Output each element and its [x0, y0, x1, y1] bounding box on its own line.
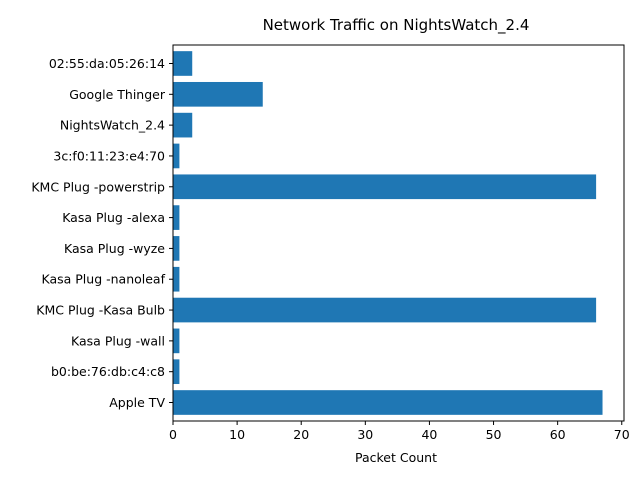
bar-6: [173, 236, 180, 261]
plot-frame: [172, 44, 625, 422]
y-axis-ticks: 02:55:da:05:26:14 Google Thinger NightsWat…: [31, 56, 173, 410]
y-tick-label-0: 02:55:da:05:26:14: [49, 56, 165, 71]
axes-frame: [172, 44, 625, 422]
y-tick-label-7: Kasa Plug -nanoleaf: [41, 272, 165, 287]
y-tick-label-4: KMC Plug -powerstrip: [31, 179, 165, 194]
bars-group: [173, 51, 603, 415]
bar-7: [173, 266, 180, 292]
bar-4: [173, 174, 597, 200]
y-tick-label-1: Google Thinger: [69, 87, 166, 102]
bar-10: [173, 359, 180, 385]
x-tick-label-4: 40: [421, 427, 437, 442]
chart-title: Network Traffic on NightsWatch_2.4: [263, 16, 530, 35]
y-tick-label-9: Kasa Plug -wall: [71, 333, 165, 348]
x-tick-label-3: 30: [357, 427, 373, 442]
bar-9: [173, 328, 180, 354]
x-tick-label-7: 70: [614, 427, 630, 442]
y-tick-label-11: Apple TV: [109, 395, 165, 410]
bar-3: [173, 143, 180, 169]
x-axis-ticks: 0 10 20 30 40 50 60 70: [169, 421, 630, 442]
bar-11: [173, 390, 603, 415]
y-tick-label-8: KMC Plug -Kasa Bulb: [36, 303, 165, 318]
x-tick-label-0: 0: [169, 427, 177, 442]
y-tick-label-6: Kasa Plug -wyze: [64, 241, 165, 256]
x-tick-label-2: 20: [293, 427, 309, 442]
x-tick-label-5: 50: [486, 427, 502, 442]
x-tick-label-1: 10: [229, 427, 245, 442]
x-axis-title: Packet Count: [355, 450, 437, 465]
bar-2: [173, 112, 193, 138]
bar-8: [173, 297, 597, 323]
bar-0: [173, 51, 193, 76]
x-tick-label-6: 60: [550, 427, 566, 442]
bar-1: [173, 81, 263, 107]
y-tick-label-5: Kasa Plug -alexa: [62, 210, 165, 225]
y-tick-label-10: b0:be:76:db:c4:c8: [51, 364, 165, 379]
bar-5: [173, 205, 180, 230]
y-tick-label-2: NightsWatch_2.4: [60, 118, 165, 133]
y-tick-label-3: 3c:f0:11:23:e4:70: [53, 148, 165, 163]
